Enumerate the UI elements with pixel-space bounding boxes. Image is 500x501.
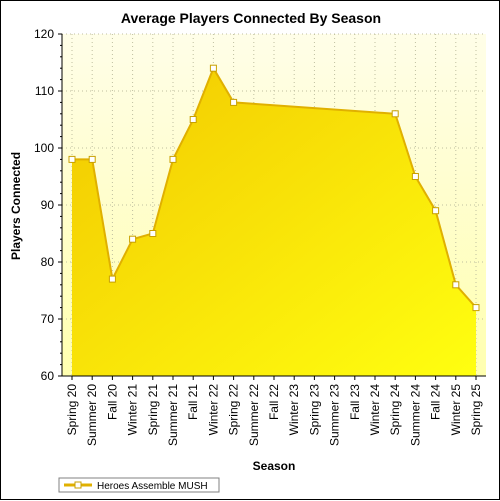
data-point-marker (391, 110, 399, 118)
series-area-fill (72, 68, 476, 376)
y-axis-title: Players Connected (9, 152, 23, 260)
y-tick-label: 110 (35, 84, 54, 98)
x-axis-ticks: Spring 20 Summer 20 Fall 20 Winter 21 Spring… (65, 376, 483, 446)
data-point-marker (209, 64, 217, 72)
x-tick-label: Winter 25 (449, 384, 463, 436)
x-tick-label: Spring 24 (388, 384, 402, 436)
x-tick-label: Summer 20 (85, 384, 99, 446)
x-tick-label: Winter 21 (126, 384, 140, 436)
x-tick-label: Spring 25 (469, 384, 483, 436)
x-tick-label: Spring 22 (227, 384, 241, 436)
data-point-marker (452, 281, 460, 289)
data-point-marker (169, 155, 177, 163)
data-point-marker (411, 173, 419, 180)
x-tick-label: Summer 24 (408, 384, 422, 446)
data-point-marker (432, 207, 440, 215)
y-tick-label: 80 (41, 255, 55, 269)
x-tick-label: Spring 23 (307, 384, 321, 436)
x-tick-label: Fall 20 (105, 384, 119, 420)
x-tick-label: Winter 22 (206, 384, 220, 436)
y-tick-label: 100 (34, 141, 54, 155)
x-tick-label: Summer 23 (328, 384, 342, 446)
area-series (68, 64, 480, 376)
data-point-marker (472, 304, 480, 312)
x-tick-label: Fall 22 (267, 384, 281, 420)
x-tick-label: Fall 21 (186, 384, 200, 420)
data-point-marker (88, 155, 96, 163)
y-tick-label: 70 (41, 312, 55, 326)
x-tick-label: Winter 24 (368, 384, 382, 436)
x-axis-title: Season (253, 459, 296, 473)
legend-label: Heroes Assemble MUSH (97, 481, 208, 492)
y-tick-label: 60 (41, 369, 55, 383)
x-tick-label: Fall 23 (348, 384, 362, 420)
legend-box (58, 477, 220, 493)
data-point-marker (230, 98, 238, 106)
y-tick-label: 120 (34, 27, 54, 41)
x-tick-label: Spring 20 (65, 384, 79, 436)
x-tick-label: Summer 22 (247, 384, 261, 446)
data-point-marker (149, 230, 157, 237)
y-tick-label: 90 (41, 198, 55, 212)
y-axis-ticks: 60 70 80 90 100 110 120 (34, 27, 62, 383)
x-tick-label: Summer 21 (166, 384, 180, 446)
legend: Heroes Assemble MUSH (58, 477, 220, 493)
data-point-marker (68, 155, 76, 163)
data-point-marker (108, 275, 116, 283)
chart-title: Average Players Connected By Season (121, 10, 381, 26)
legend-marker-swatch (74, 481, 82, 489)
x-tick-label: Winter 23 (287, 384, 301, 436)
x-tick-label: Spring 21 (146, 384, 160, 436)
data-point-marker (129, 235, 137, 243)
series-line (72, 65, 477, 309)
x-tick-label: Fall 24 (429, 384, 443, 420)
data-point-marker (189, 116, 197, 123)
